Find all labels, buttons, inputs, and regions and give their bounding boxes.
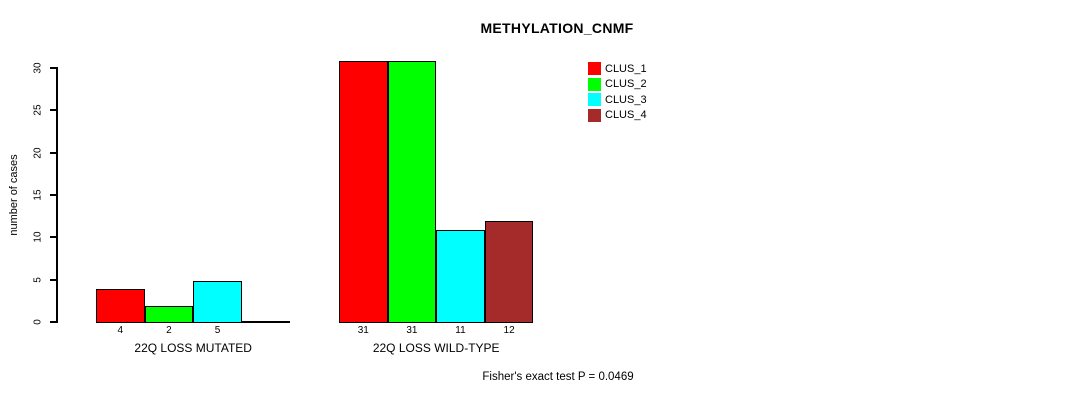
chart-title: METHYLATION_CNMF bbox=[480, 20, 634, 36]
bar-value-label: 2 bbox=[166, 325, 172, 336]
bar-clus-1 bbox=[339, 60, 388, 323]
y-tick-label: 25 bbox=[32, 104, 44, 116]
group-label: 22Q LOSS WILD-TYPE bbox=[372, 341, 500, 355]
bar-clus-1 bbox=[96, 289, 145, 323]
legend-item-label: CLUS_2 bbox=[605, 78, 647, 91]
bar-value-label: 31 bbox=[357, 325, 369, 336]
y-tick-label: 15 bbox=[32, 189, 44, 201]
bar-value-label: 4 bbox=[117, 325, 124, 336]
y-tick-label: 5 bbox=[32, 276, 44, 283]
y-tick-mark bbox=[50, 109, 57, 112]
y-tick-mark bbox=[50, 151, 57, 154]
bar-value-label: 11 bbox=[455, 325, 466, 336]
legend-swatch-icon bbox=[588, 93, 601, 107]
legend-item-label: CLUS_1 bbox=[605, 62, 647, 75]
y-tick-label: 0 bbox=[32, 319, 44, 325]
fisher-test-annotation: Fisher's exact test P = 0.0469 bbox=[482, 371, 634, 383]
legend: CLUS_1 CLUS_2 CLUS_3 CLUS_4 bbox=[588, 61, 647, 123]
legend-item-clus-3: CLUS_3 bbox=[588, 92, 647, 108]
bar-clus-4 bbox=[484, 221, 534, 323]
bar-clus-3 bbox=[436, 229, 485, 323]
y-tick-mark bbox=[50, 236, 57, 239]
legend-swatch-icon bbox=[588, 77, 601, 91]
y-axis-label: number of cases bbox=[8, 154, 20, 236]
legend-item-clus-2: CLUS_2 bbox=[588, 77, 647, 93]
legend-item-label: CLUS_3 bbox=[605, 93, 647, 106]
y-tick-label: 10 bbox=[32, 231, 44, 243]
legend-item-clus-1: CLUS_1 bbox=[588, 61, 647, 77]
legend-swatch-icon bbox=[588, 62, 601, 76]
y-tick-mark bbox=[50, 194, 57, 196]
bar-clus-3 bbox=[193, 280, 242, 323]
bar-clus-2 bbox=[144, 306, 194, 323]
y-tick-mark bbox=[50, 278, 57, 281]
y-axis-line bbox=[56, 67, 58, 323]
y-tick-label: 20 bbox=[32, 147, 44, 159]
bar-clus-2 bbox=[387, 60, 437, 323]
y-tick-mark bbox=[50, 321, 57, 323]
bar-value-label: 5 bbox=[214, 325, 221, 336]
bar-value-label: 31 bbox=[406, 325, 418, 336]
group-label: 22Q LOSS MUTATED bbox=[134, 341, 252, 355]
legend-item-clus-4: CLUS_4 bbox=[588, 108, 647, 124]
bar-value-label: 12 bbox=[503, 325, 515, 336]
legend-swatch-icon bbox=[588, 108, 601, 122]
y-tick-label: 30 bbox=[32, 62, 44, 74]
legend-item-label: CLUS_4 bbox=[605, 109, 647, 122]
y-tick-mark bbox=[50, 67, 57, 69]
